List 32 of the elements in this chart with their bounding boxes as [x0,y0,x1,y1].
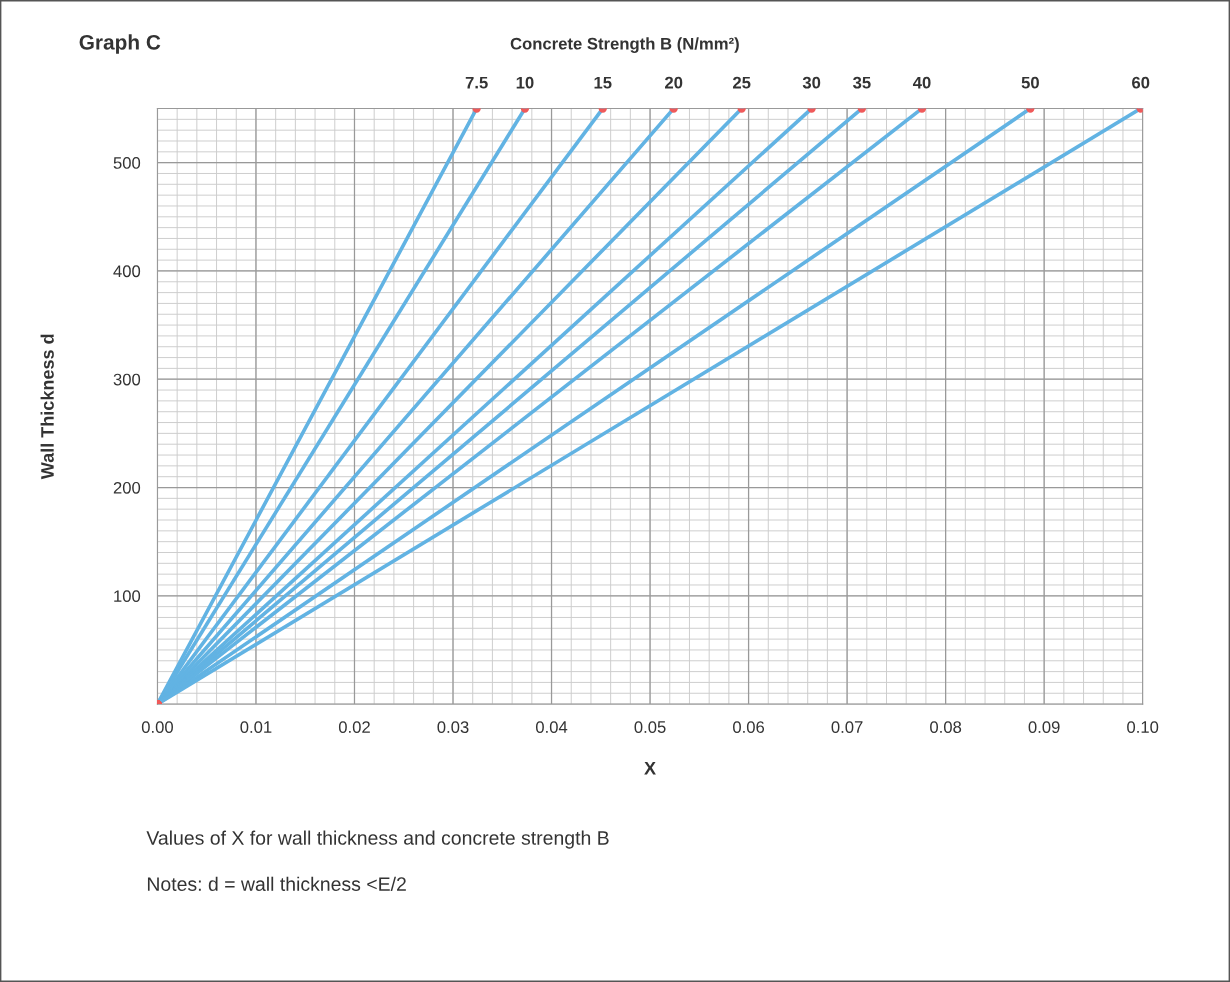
y-tick-label: 500 [113,157,141,169]
y-axis-title: Wall Thickness d [40,334,54,480]
series-label: 25 [732,76,751,89]
series-label: 7.5 [465,76,488,89]
series-label: 40 [912,76,931,89]
x-tick-label: 0.05 [634,721,666,733]
series-label: 15 [594,76,612,89]
x-tick-label: 0.10 [1127,721,1159,733]
chart-title: Graph C [79,34,161,54]
x-axis-title: X [644,761,656,775]
x-tick-label: 0.02 [338,721,370,733]
x-tick-label: 0.08 [930,721,962,733]
x-tick-label: 0.00 [141,721,174,733]
x-tick-label: 0.06 [733,721,765,733]
x-tick-label: 0.01 [240,721,272,733]
series-label: 50 [1021,76,1039,89]
series-label: 35 [852,76,871,89]
series-label: 10 [516,76,534,89]
y-tick-label: 200 [113,481,141,494]
text: Notes: d = wall thickness <E/2 [147,876,406,891]
x-tick-label: 0.04 [535,721,568,733]
x-tick-label: 0.09 [1028,721,1060,733]
y-tick-label: 400 [113,265,141,278]
x2-axis-title: Concrete Strength B (N/mm²) [510,37,739,53]
x-tick-label: 0.07 [831,721,863,733]
text: Values of X for wall thickness and concrete strength B [146,830,609,849]
y-tick-label: 100 [114,590,141,603]
x-tick-label: 0.03 [437,721,469,733]
series-label: 20 [665,76,683,89]
series-label: 60 [1132,76,1150,89]
series-label: 30 [802,76,821,89]
y-tick-label: 300 [113,373,141,386]
